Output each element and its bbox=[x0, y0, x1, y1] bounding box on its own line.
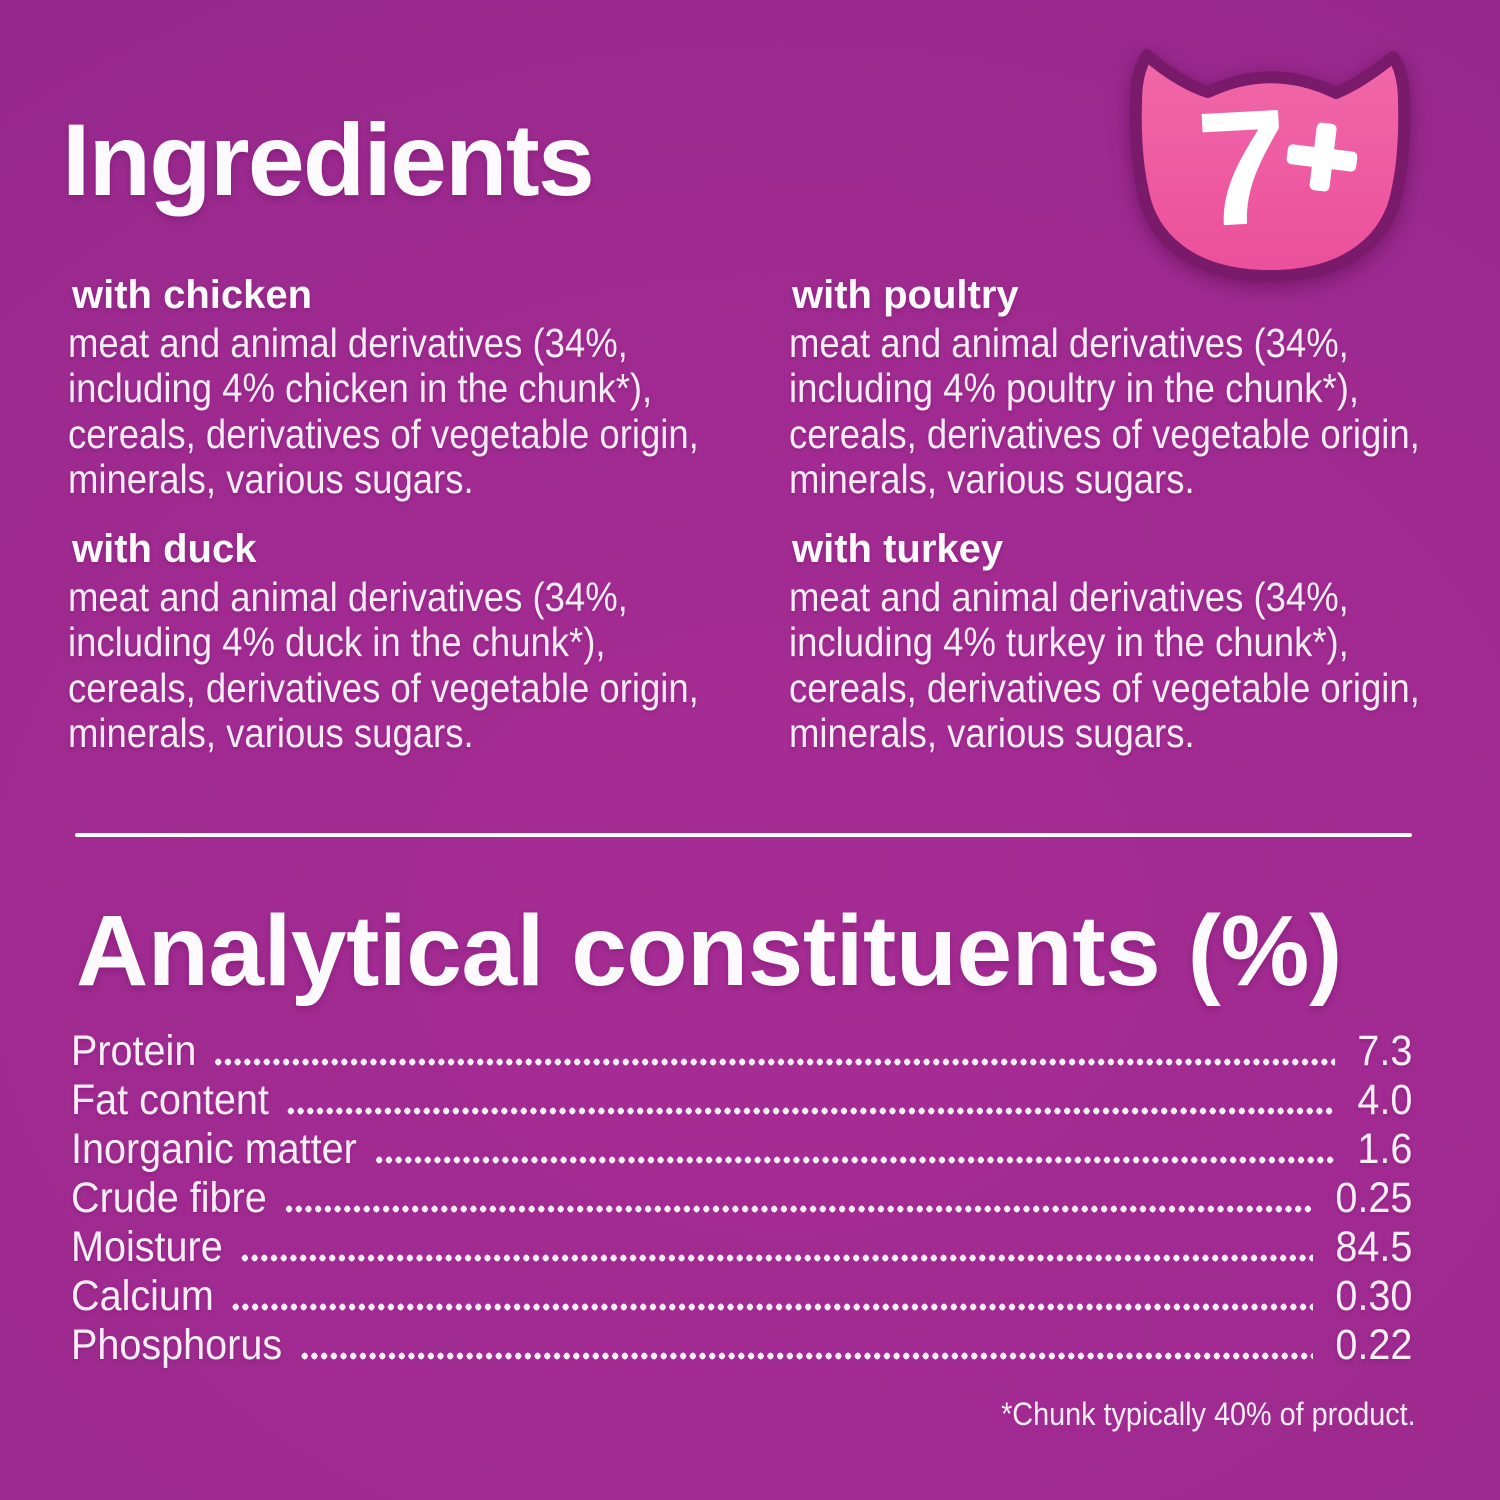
svg-text:7: 7 bbox=[1193, 74, 1293, 261]
